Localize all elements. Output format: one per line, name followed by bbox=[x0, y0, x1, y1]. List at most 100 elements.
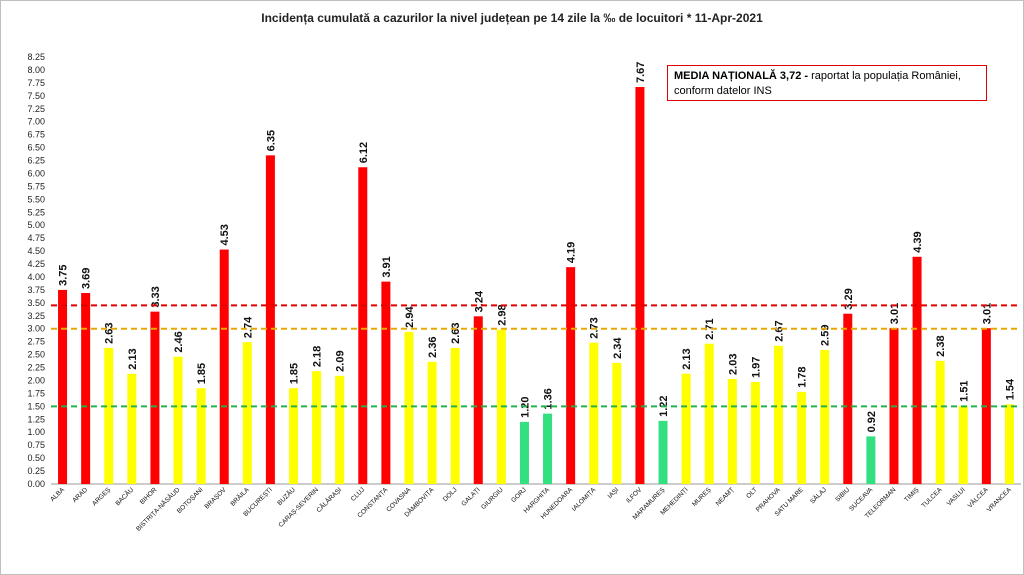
x-tick-label: CLUJ bbox=[350, 486, 366, 502]
bar bbox=[335, 375, 345, 484]
y-tick-label: 2.00 bbox=[27, 375, 45, 385]
y-tick-label: 5.25 bbox=[27, 207, 45, 217]
bar bbox=[265, 155, 275, 484]
y-tick-label: 3.50 bbox=[27, 298, 45, 308]
bar bbox=[566, 267, 576, 484]
data-label: 2.18 bbox=[312, 346, 324, 367]
data-label: 2.63 bbox=[450, 322, 462, 343]
bar bbox=[427, 361, 437, 484]
x-tick-label: GIURGIU bbox=[480, 486, 505, 511]
bar bbox=[127, 373, 137, 484]
data-label: 6.35 bbox=[265, 130, 277, 151]
bar bbox=[81, 293, 91, 484]
bar bbox=[519, 421, 529, 484]
bar bbox=[219, 249, 229, 484]
y-tick-label: 4.25 bbox=[27, 259, 45, 269]
data-label: 2.09 bbox=[335, 350, 347, 371]
y-tick-label: 1.75 bbox=[27, 388, 45, 398]
bar bbox=[843, 313, 853, 484]
bar bbox=[358, 167, 368, 484]
y-tick-label: 0.75 bbox=[27, 440, 45, 450]
data-label: 4.19 bbox=[566, 242, 578, 263]
y-tick-label: 6.75 bbox=[27, 130, 45, 140]
bar bbox=[750, 382, 760, 484]
x-tick-label: VÂLCEA bbox=[965, 485, 990, 510]
data-label: 3.29 bbox=[843, 288, 855, 309]
x-tick-label: BUZĂU bbox=[275, 485, 297, 507]
y-tick-label: 5.50 bbox=[27, 194, 45, 204]
x-tick-label: BRĂILA bbox=[228, 485, 251, 508]
x-tick-label: VRANCEA bbox=[986, 486, 1014, 514]
y-tick-label: 0.25 bbox=[27, 466, 45, 476]
y-tick-label: 7.50 bbox=[27, 91, 45, 101]
note-bold-text: MEDIA NAȚIONALĂ 3,72 - bbox=[674, 70, 809, 82]
x-tick-label: IALOMIȚA bbox=[571, 486, 598, 513]
bar bbox=[543, 413, 553, 484]
data-label: 2.74 bbox=[242, 316, 254, 338]
bar bbox=[589, 342, 599, 484]
x-tick-label: CARAȘ-SEVERIN bbox=[278, 486, 321, 529]
x-tick-label: VASLUI bbox=[946, 486, 967, 507]
data-label: 2.63 bbox=[104, 322, 116, 343]
data-label: 6.12 bbox=[358, 142, 370, 163]
data-label: 3.33 bbox=[150, 286, 162, 307]
bar bbox=[912, 256, 922, 484]
national-average-note: MEDIA NAȚIONALĂ 3,72 - raportat la popul… bbox=[667, 65, 987, 101]
y-tick-label: 7.75 bbox=[27, 78, 45, 88]
y-tick-label: 7.25 bbox=[27, 104, 45, 114]
data-label: 2.03 bbox=[727, 354, 739, 375]
data-label: 3.69 bbox=[81, 268, 93, 289]
bar bbox=[104, 347, 114, 484]
bar bbox=[312, 371, 322, 484]
x-tick-label: SĂLAJ bbox=[808, 485, 828, 505]
data-label: 1.54 bbox=[1004, 378, 1016, 400]
y-tick-label: 8.25 bbox=[27, 52, 45, 62]
x-tick-label: OLT bbox=[745, 486, 759, 500]
bar bbox=[612, 362, 622, 484]
x-tick-label: CĂLĂRAȘI bbox=[314, 485, 343, 514]
bar bbox=[820, 349, 830, 484]
x-tick-label: BIHOR bbox=[139, 486, 159, 506]
x-tick-label: GALAȚI bbox=[460, 486, 481, 507]
bar bbox=[473, 316, 483, 484]
x-tick-label: IAȘI bbox=[607, 486, 621, 500]
data-label: 2.59 bbox=[820, 325, 832, 346]
y-tick-label: 2.50 bbox=[27, 350, 45, 360]
bar bbox=[1004, 404, 1014, 484]
bar bbox=[704, 343, 714, 484]
x-tick-label: ARAD bbox=[71, 486, 89, 504]
bar bbox=[635, 87, 645, 484]
x-tick-label: BACĂU bbox=[113, 485, 135, 507]
y-tick-label: 6.00 bbox=[27, 168, 45, 178]
data-label: 4.39 bbox=[912, 231, 924, 252]
y-tick-label: 5.00 bbox=[27, 220, 45, 230]
chart-title: Incidența cumulată a cazurilor la nivel … bbox=[261, 11, 763, 25]
bar bbox=[242, 342, 252, 484]
y-tick-label: 5.75 bbox=[27, 181, 45, 191]
data-label: 3.75 bbox=[58, 264, 70, 285]
y-tick-label: 6.50 bbox=[27, 143, 45, 153]
data-label: 1.85 bbox=[196, 363, 208, 384]
data-label: 7.67 bbox=[635, 62, 647, 83]
note-text: raportat la populația României, conform … bbox=[674, 70, 961, 97]
data-label: 2.13 bbox=[681, 348, 693, 369]
data-label: 2.13 bbox=[127, 348, 139, 369]
bar bbox=[681, 373, 691, 484]
bar bbox=[173, 356, 183, 484]
x-tick-label: TULCEA bbox=[920, 486, 944, 510]
bar bbox=[797, 391, 807, 484]
y-tick-label: 1.50 bbox=[27, 401, 45, 411]
data-label: 3.24 bbox=[473, 290, 485, 312]
x-tick-label: MUREȘ bbox=[691, 486, 713, 508]
y-tick-label: 2.75 bbox=[27, 337, 45, 347]
bar bbox=[935, 360, 945, 484]
data-label: 3.91 bbox=[381, 256, 393, 277]
x-tick-label: SIBIU bbox=[834, 486, 851, 503]
bar bbox=[404, 331, 414, 484]
y-tick-label: 1.25 bbox=[27, 414, 45, 424]
x-tick-label: ALBA bbox=[49, 486, 66, 503]
data-label: 0.92 bbox=[866, 411, 878, 432]
y-tick-label: 8.00 bbox=[27, 65, 45, 75]
y-tick-label: 6.25 bbox=[27, 156, 45, 166]
